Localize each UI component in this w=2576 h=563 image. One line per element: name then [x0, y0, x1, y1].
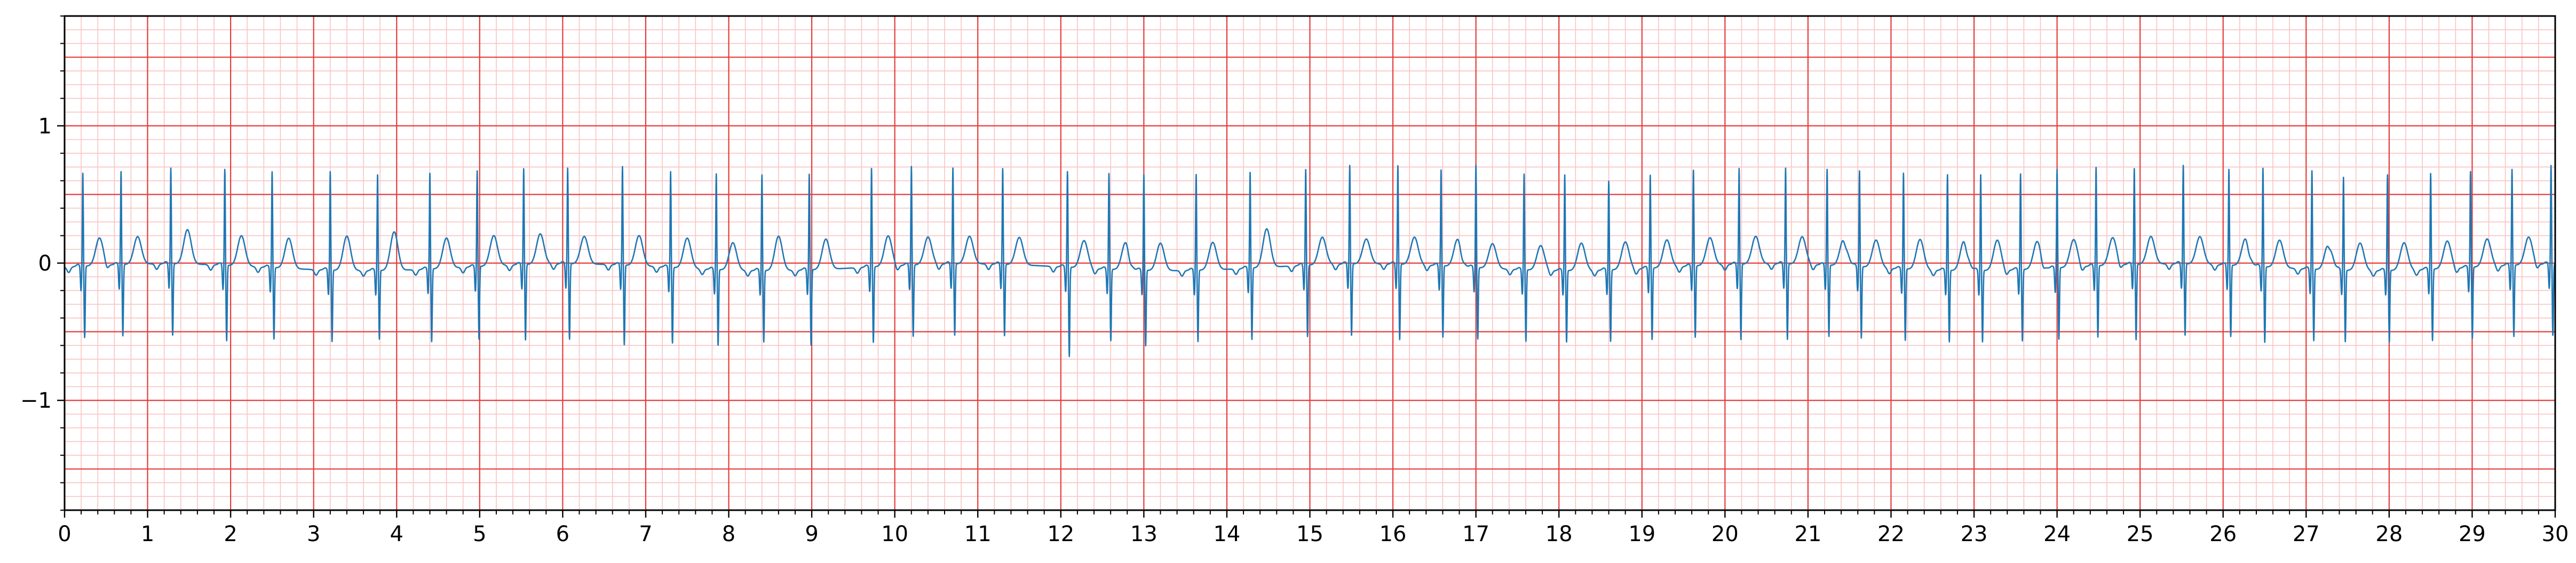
y-tick-label: 0: [38, 251, 52, 276]
x-tick-label: 2: [224, 522, 237, 546]
x-tick-label: 21: [1794, 522, 1821, 546]
x-tick-label: 3: [307, 522, 320, 546]
x-tick-label: 17: [1462, 522, 1489, 546]
y-tick-label: −1: [20, 388, 52, 413]
x-tick-label: 18: [1545, 522, 1573, 546]
x-tick-label: 26: [2209, 522, 2237, 546]
y-tick-label: 1: [38, 114, 52, 139]
x-tick-label: 4: [390, 522, 403, 546]
x-tick-label: 15: [1296, 522, 1323, 546]
x-tick-label: 29: [2459, 522, 2486, 546]
x-tick-label: 11: [964, 522, 992, 546]
y-axis-ticks: 1 0 −1: [20, 15, 65, 511]
x-axis-ticks: 0 1 2 3 4 5 6 7 8 9 10 11 12 13 14 15 16 17 18 19 20 21 22 23 24…: [58, 510, 2569, 546]
x-tick-label: 25: [2127, 522, 2154, 546]
x-tick-label: 14: [1213, 522, 1240, 546]
x-tick-label: 22: [1877, 522, 1905, 546]
x-tick-label: 13: [1130, 522, 1158, 546]
x-tick-label: 24: [2043, 522, 2071, 546]
x-tick-label: 19: [1628, 522, 1655, 546]
x-tick-label: 23: [1961, 522, 1988, 546]
x-tick-label: 10: [881, 522, 908, 546]
x-tick-label: 1: [141, 522, 154, 546]
x-tick-label: 0: [58, 522, 71, 546]
x-tick-label: 27: [2293, 522, 2320, 546]
x-tick-label: 6: [556, 522, 569, 546]
x-tick-label: 30: [2542, 522, 2569, 546]
ecg-trace-line: [64, 164, 2556, 358]
x-tick-label: 12: [1047, 522, 1074, 546]
x-tick-label: 8: [722, 522, 735, 546]
major-grid: [64, 16, 2556, 510]
x-tick-label: 9: [805, 522, 818, 546]
x-tick-label: 28: [2375, 522, 2403, 546]
x-tick-label: 5: [473, 522, 486, 546]
x-tick-label: 16: [1380, 522, 1407, 546]
x-tick-label: 7: [639, 522, 652, 546]
x-tick-label: 20: [1711, 522, 1739, 546]
